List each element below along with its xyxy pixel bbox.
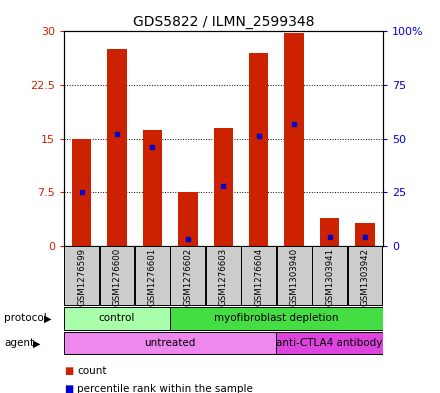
Text: GSM1276602: GSM1276602 [183, 248, 192, 306]
Text: control: control [99, 313, 135, 323]
Text: percentile rank within the sample: percentile rank within the sample [77, 384, 253, 393]
Bar [242, 246, 276, 305]
Text: count: count [77, 366, 106, 376]
Text: agent: agent [4, 338, 34, 348]
Text: ▶: ▶ [44, 313, 51, 323]
Bar [135, 246, 170, 305]
Bar [143, 130, 162, 246]
Text: GSM1276604: GSM1276604 [254, 248, 263, 306]
Bar [170, 307, 383, 330]
Bar [277, 246, 312, 305]
Bar [64, 307, 170, 330]
Text: GSM1276601: GSM1276601 [148, 248, 157, 306]
Bar [320, 219, 339, 246]
Text: GSM1303942: GSM1303942 [360, 248, 370, 306]
Bar [107, 49, 127, 246]
Bar [64, 246, 99, 305]
Text: ■: ■ [64, 384, 73, 393]
Text: GSM1276600: GSM1276600 [113, 248, 121, 306]
Text: GSM1303941: GSM1303941 [325, 248, 334, 306]
Bar [356, 223, 375, 246]
Bar [348, 246, 382, 305]
Text: protocol: protocol [4, 313, 47, 323]
Title: GDS5822 / ILMN_2599348: GDS5822 / ILMN_2599348 [132, 15, 314, 29]
Bar [213, 128, 233, 246]
Bar [206, 246, 241, 305]
Bar [312, 246, 347, 305]
Text: ▶: ▶ [33, 338, 40, 348]
Text: anti-CTLA4 antibody: anti-CTLA4 antibody [276, 338, 383, 348]
Text: myofibroblast depletion: myofibroblast depletion [214, 313, 339, 323]
Bar [99, 246, 134, 305]
Bar [64, 332, 276, 354]
Text: GSM1303940: GSM1303940 [290, 248, 299, 306]
Text: ■: ■ [64, 366, 73, 376]
Bar [249, 53, 268, 246]
Text: untreated: untreated [144, 338, 196, 348]
Text: GSM1276599: GSM1276599 [77, 248, 86, 306]
Bar [178, 192, 198, 246]
Text: GSM1276603: GSM1276603 [219, 248, 228, 306]
Bar [284, 33, 304, 246]
Bar [72, 139, 91, 246]
Bar [276, 332, 383, 354]
Bar [170, 246, 205, 305]
